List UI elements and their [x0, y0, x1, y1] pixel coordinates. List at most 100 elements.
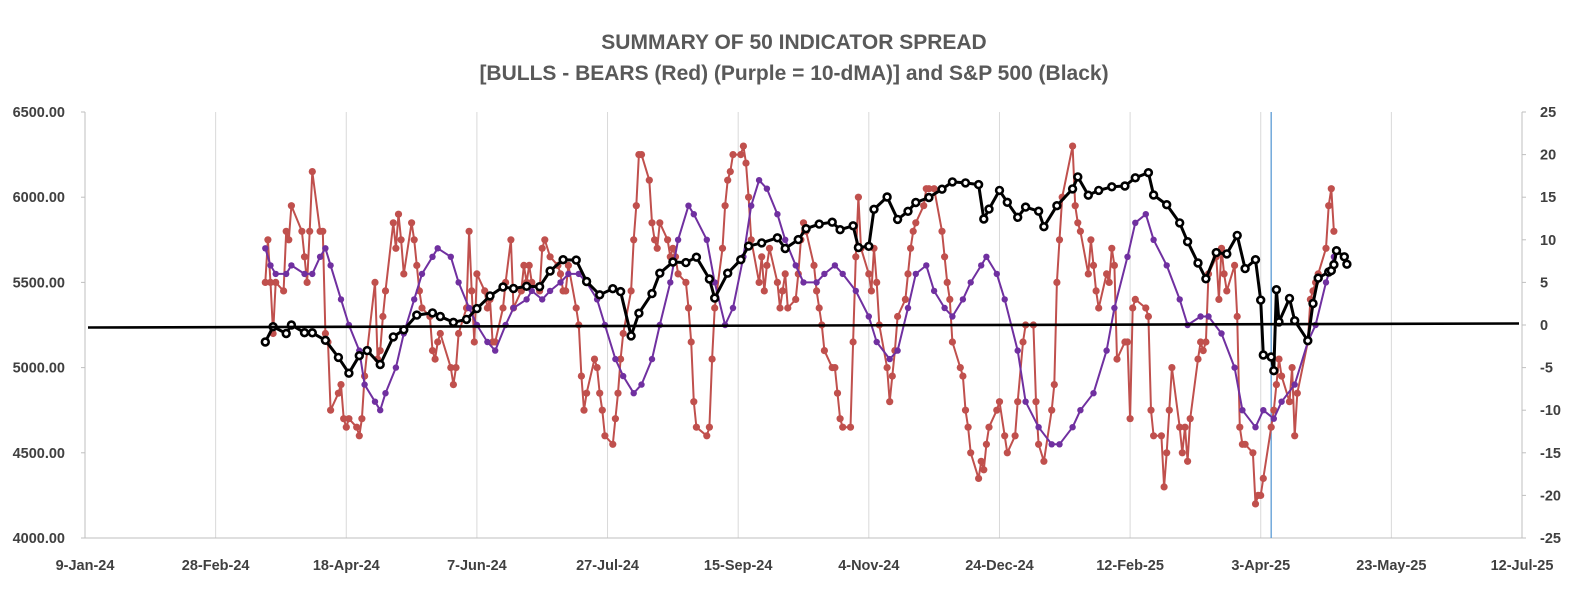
series-red-point: [755, 278, 763, 286]
series-red-point: [653, 244, 661, 252]
series-red-point: [894, 312, 902, 321]
series-black-point: [427, 308, 438, 318]
series-purple-point: [1291, 381, 1298, 388]
series-purple-point: [484, 338, 491, 346]
series-red-point: [674, 270, 682, 278]
series-red-point: [334, 389, 342, 397]
series-red-point: [692, 423, 701, 431]
series-red-point: [1186, 415, 1194, 423]
series-red-point: [1184, 457, 1192, 465]
series-purple-point: [1077, 407, 1084, 414]
series-red-point: [684, 304, 693, 312]
series-purple-point: [904, 304, 912, 312]
series-red-point: [1123, 338, 1132, 346]
series-red-point: [300, 253, 309, 261]
series-purple-point: [371, 398, 379, 405]
series-red-point: [925, 185, 933, 193]
series-red-point: [833, 389, 842, 397]
series-red-point: [883, 364, 891, 372]
series-purple-point: [729, 304, 737, 312]
series-black-point: [1339, 252, 1350, 262]
series-purple-point: [283, 270, 290, 278]
series-red-point: [455, 329, 463, 338]
series-red-point: [1084, 270, 1092, 278]
series-red-point: [321, 329, 329, 338]
series-black-point: [1222, 249, 1232, 259]
series-red-point: [306, 227, 314, 235]
series-black-point: [307, 328, 317, 338]
series-red-point: [645, 176, 653, 184]
y-left-tick-label: 4500.00: [13, 446, 65, 462]
series-black-point: [508, 283, 519, 294]
series-red-point: [1076, 227, 1084, 235]
series-purple-point: [923, 262, 930, 269]
series-red-point: [1019, 338, 1027, 346]
series-black-point: [1201, 274, 1211, 284]
series-purple-point: [1124, 253, 1131, 260]
series-red-point: [1144, 312, 1152, 321]
series-red-point: [948, 338, 957, 346]
series-red-point: [1160, 483, 1168, 491]
series-red-point: [982, 440, 991, 448]
series-black-point: [1130, 173, 1141, 183]
series-red-point: [303, 278, 311, 286]
series-black-point: [1067, 184, 1078, 194]
series-black-point: [1331, 246, 1342, 256]
series-red-point: [436, 329, 444, 338]
series-red-point: [1001, 432, 1009, 440]
y-right-tick-label: 5: [1540, 275, 1548, 291]
series-black-point: [911, 197, 921, 208]
x-tick-label: 3-Apr-25: [1231, 558, 1290, 574]
series-red-point: [572, 304, 580, 312]
series-purple-point: [831, 262, 839, 269]
series-red-point: [353, 423, 361, 431]
series-red-point: [854, 193, 863, 201]
series-purple-point: [685, 202, 692, 209]
series-black-point: [1211, 247, 1222, 258]
series-black-point: [1107, 182, 1117, 192]
series-red-point: [1272, 381, 1280, 389]
series-black-point: [668, 257, 678, 267]
series-purple-point: [912, 270, 919, 278]
series-black-point: [1120, 181, 1130, 191]
series-red-point: [400, 270, 408, 278]
series-red-point: [810, 261, 818, 269]
series-purple-point: [392, 364, 400, 371]
series-red-point: [737, 151, 745, 159]
series-black-point: [882, 192, 892, 202]
series-black-point: [1083, 190, 1094, 200]
series-red-point: [428, 347, 437, 355]
series-red-point: [1178, 449, 1186, 457]
series-red-point: [792, 295, 800, 303]
series-red-point: [1147, 406, 1155, 414]
series-black-point: [558, 255, 568, 265]
series-red-point: [758, 253, 766, 261]
series-purple-point: [1132, 219, 1139, 226]
series-black-point: [979, 214, 989, 224]
series-purple-point: [763, 185, 771, 192]
series-black-point: [594, 290, 605, 300]
y-right-tick-label: 0: [1540, 318, 1548, 334]
series-black-point: [1303, 336, 1313, 346]
series-red-point: [611, 415, 620, 423]
series-black-point: [937, 184, 947, 194]
series-red-point: [1055, 236, 1064, 244]
series-red-point: [1285, 398, 1294, 406]
series-purple-point: [638, 381, 645, 388]
series-red-point: [601, 432, 609, 440]
x-tick-label: 28-Feb-24: [182, 558, 250, 574]
series-red-point: [852, 253, 860, 261]
series-red-group: [261, 142, 1338, 508]
x-tick-label: 23-May-25: [1356, 558, 1426, 574]
series-red-point: [1032, 398, 1040, 406]
series-black-point: [1002, 197, 1012, 208]
series-black-point: [984, 204, 994, 214]
series-red-point: [959, 372, 967, 380]
series-red-point: [468, 287, 476, 295]
series-red-point: [1267, 423, 1275, 431]
series-black-point: [354, 351, 364, 361]
series-red-point: [873, 278, 881, 286]
x-tick-label: 12-Jul-25: [1491, 558, 1554, 574]
series-red-point: [308, 168, 316, 176]
series-red-point: [1270, 406, 1278, 414]
